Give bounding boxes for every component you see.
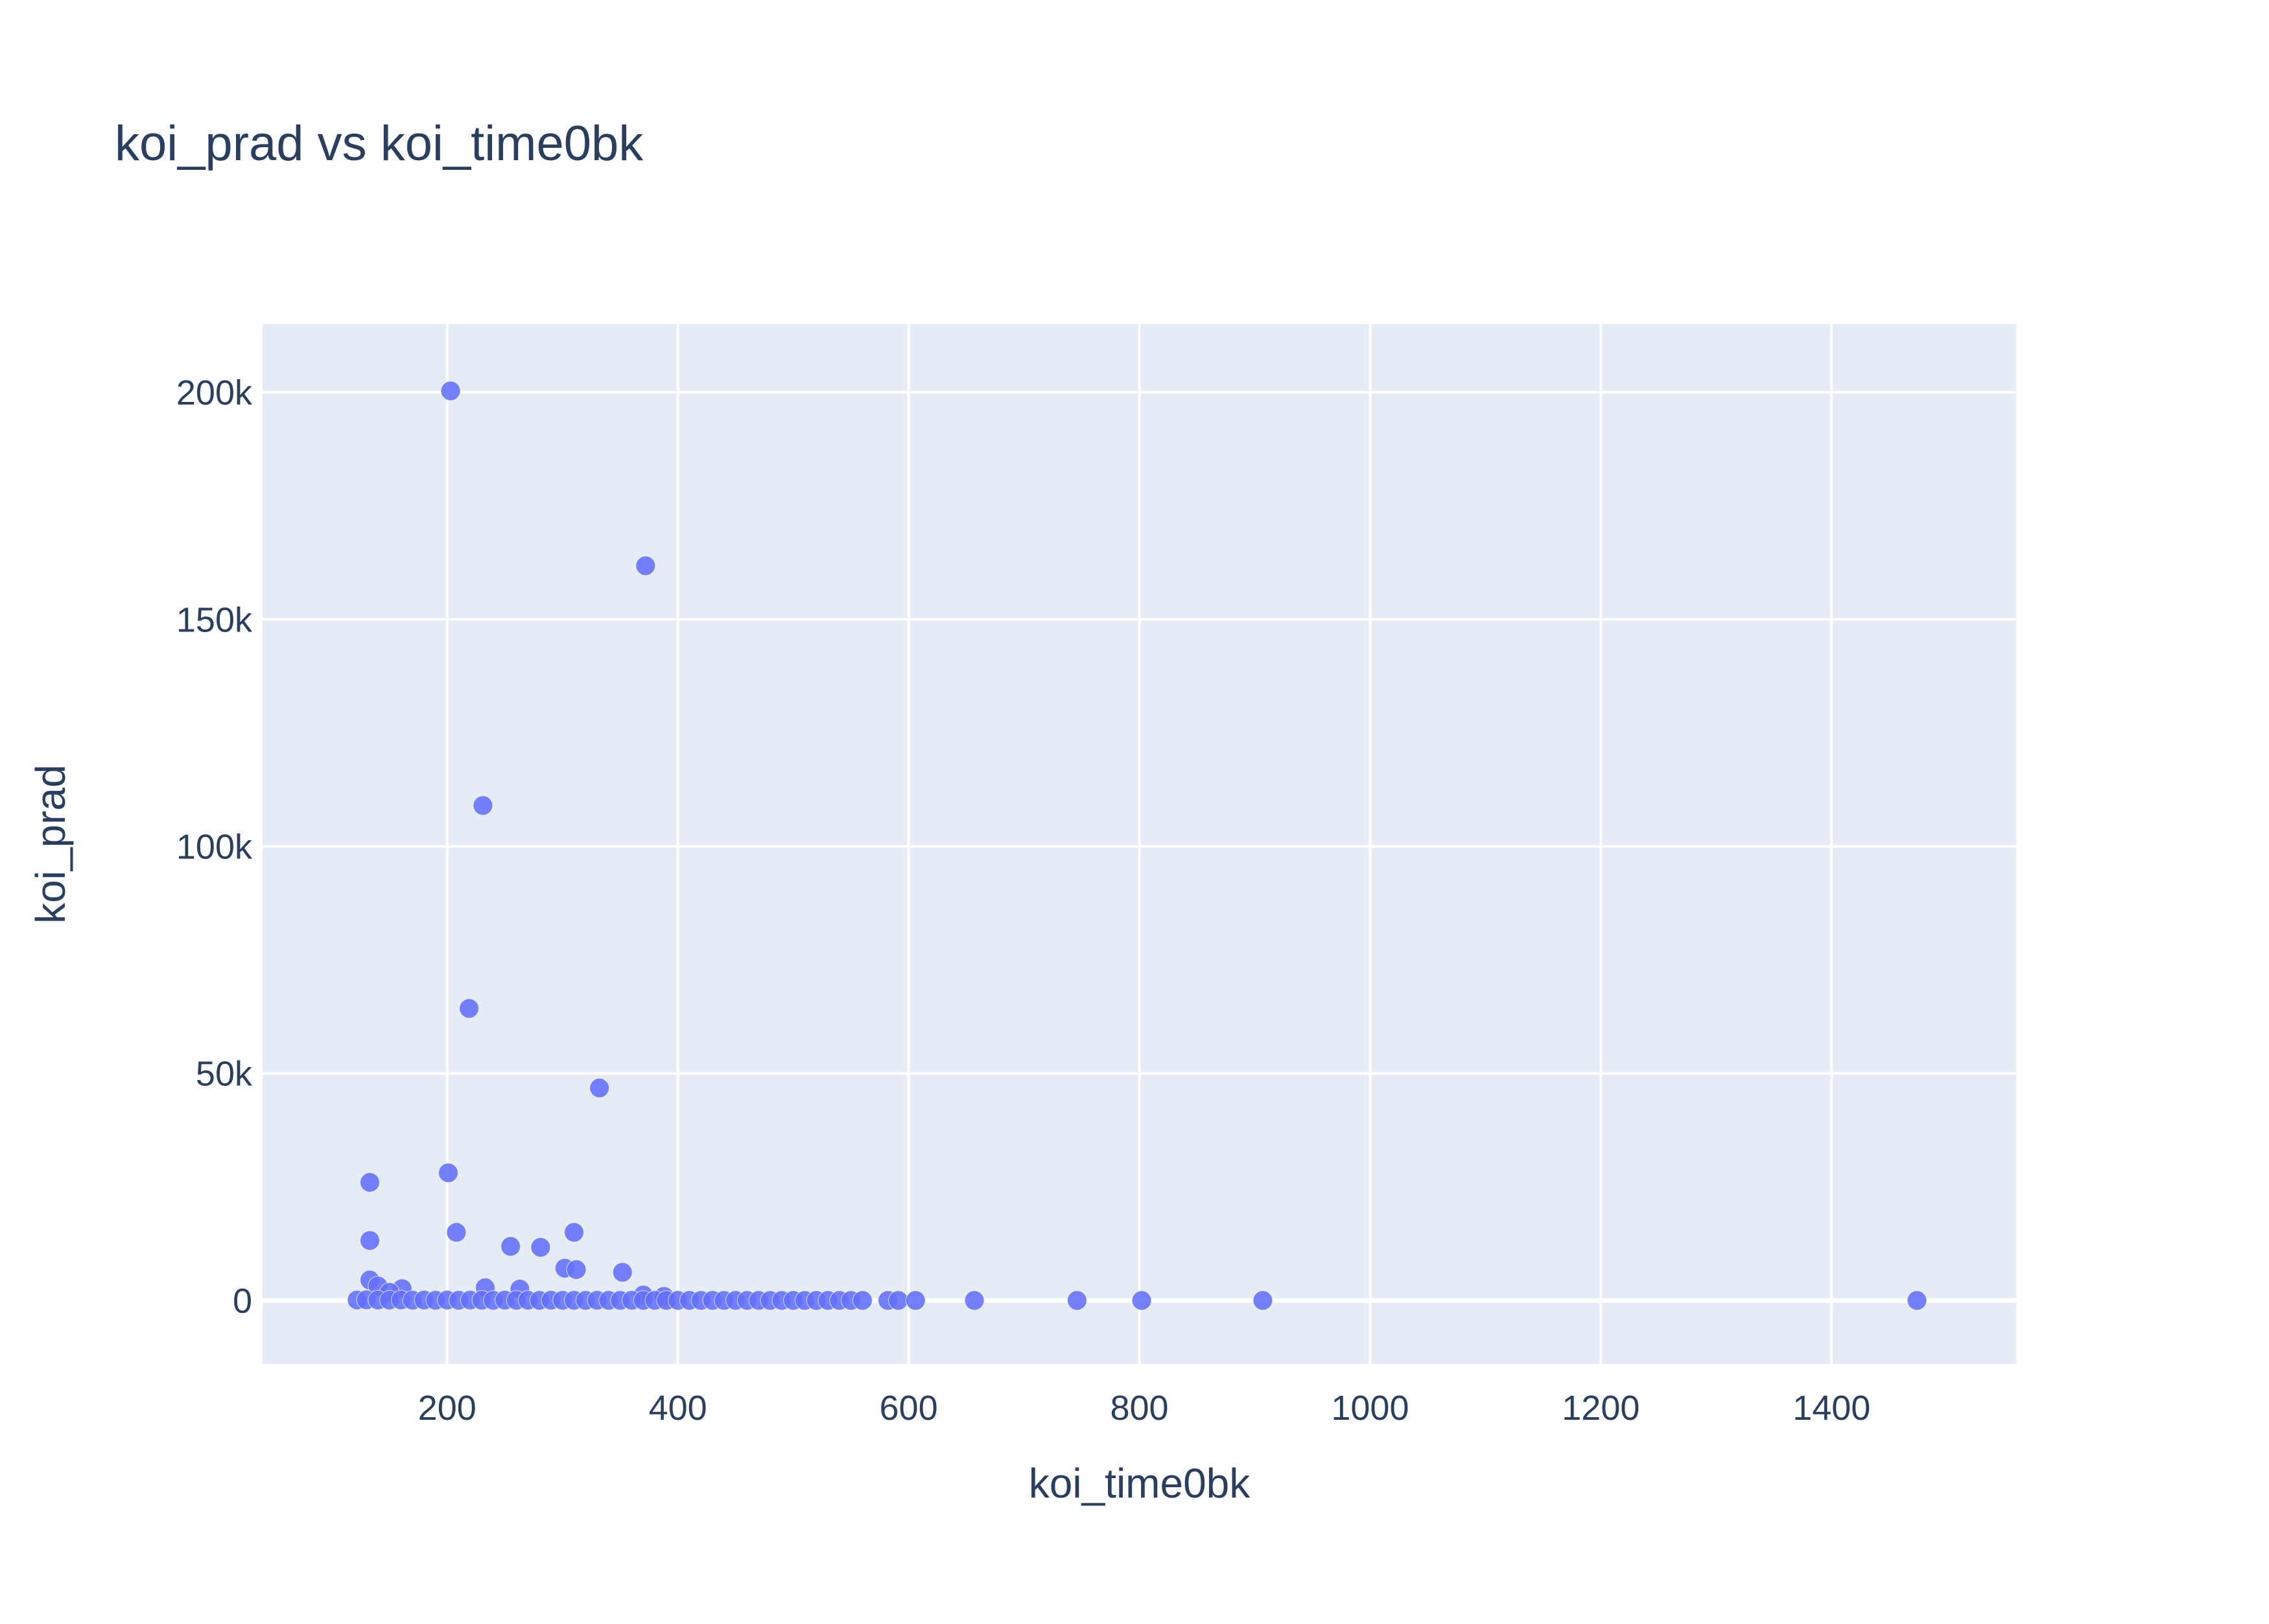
scatter-point <box>1907 1290 1927 1311</box>
scatter-point <box>359 1172 381 1193</box>
scatter-point <box>438 1162 459 1183</box>
x-tick-label: 800 <box>1110 1389 1168 1428</box>
scatter-point <box>589 1077 610 1098</box>
scatter-point <box>446 1222 467 1243</box>
scatter-point <box>500 1236 521 1257</box>
scatter-point <box>888 1290 909 1311</box>
scatter-point <box>1131 1290 1152 1311</box>
x-tick-label: 1200 <box>1562 1389 1640 1428</box>
x-tick-label: 400 <box>649 1389 707 1428</box>
y-axis-title: koi_prad <box>27 764 74 924</box>
scatter-point <box>530 1237 551 1258</box>
scatter-point <box>359 1230 381 1251</box>
x-gridlines <box>445 324 1833 1364</box>
x-tick-label: 600 <box>880 1389 938 1428</box>
scatter-point <box>905 1290 926 1311</box>
scatter-point <box>635 556 656 576</box>
x-tick-labels: 200 400 600 800 1000 1200 1400 <box>418 1389 1871 1428</box>
y-tick-label: 50k <box>196 1055 253 1094</box>
scatter-point <box>1066 1290 1088 1311</box>
scatter-point <box>563 1222 585 1243</box>
scatter-point <box>964 1290 985 1311</box>
scatter-points <box>347 381 1927 1311</box>
scatter-point <box>612 1262 633 1283</box>
chart-title: koi_prad vs koi_time0bk <box>115 116 644 171</box>
y-tick-labels: 0 50k 100k 150k 200k <box>176 373 253 1321</box>
scatter-point <box>566 1259 587 1280</box>
y-tick-label: 200k <box>176 373 253 412</box>
scatter-point <box>458 998 480 1019</box>
y-tick-label: 0 <box>233 1282 252 1321</box>
y-tick-label: 100k <box>176 828 253 867</box>
x-axis-title: koi_time0bk <box>1029 1460 1251 1507</box>
x-tick-label: 1400 <box>1793 1389 1870 1428</box>
x-tick-label: 200 <box>418 1389 476 1428</box>
scatter-point <box>852 1290 873 1311</box>
scatter-point <box>473 795 493 816</box>
x-tick-label: 1000 <box>1331 1389 1409 1428</box>
scatter-point <box>1252 1290 1273 1311</box>
y-tick-label: 150k <box>176 600 253 639</box>
scatter-point <box>440 381 461 401</box>
